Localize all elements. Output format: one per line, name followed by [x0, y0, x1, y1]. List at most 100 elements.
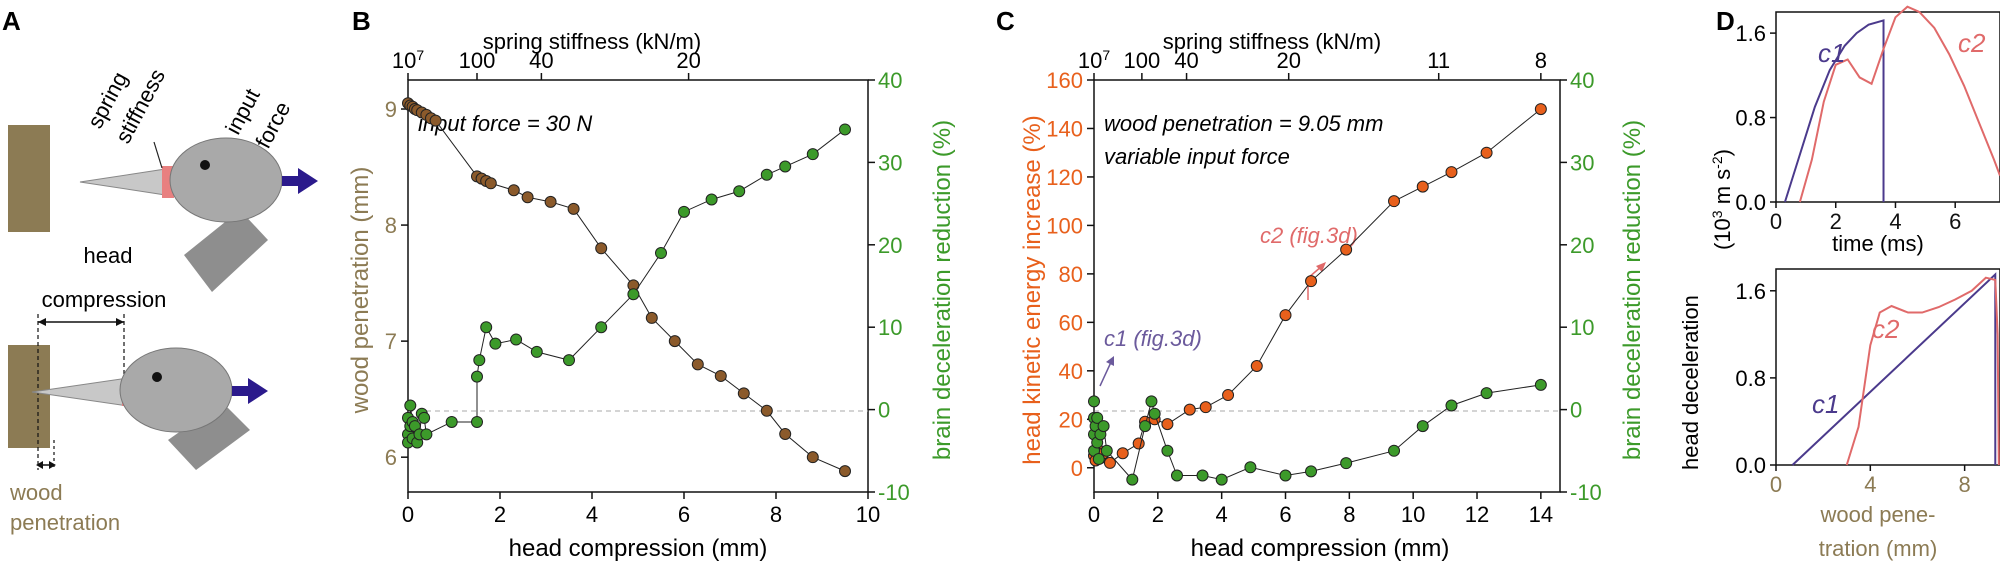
- panel-label-d: D: [1716, 6, 1735, 36]
- panel-c-top-tick-label: 11: [1427, 48, 1450, 73]
- panel-d-top-x-tick-label: 0: [1770, 209, 1782, 234]
- panel-c-y-right-tick-label: 10: [1570, 315, 1594, 340]
- panel-b-data-point: [429, 114, 442, 127]
- panel-d-top-y-tick-label: 0.8: [1735, 106, 1766, 131]
- panel-d-bottom-curve-c1: [1791, 272, 1997, 466]
- panel-d-top-y-tick-label: 0.0: [1735, 190, 1766, 215]
- panel-c-data-point: [1250, 359, 1263, 372]
- panel-b-data-point: [595, 321, 608, 334]
- panel-b-data-point: [806, 451, 819, 464]
- panel-c-y-left-tick-label: 140: [1046, 116, 1083, 141]
- panel-d-top-y-tick-label: 1.6: [1735, 21, 1766, 46]
- panel-c-data-point: [1170, 469, 1183, 482]
- panel-c-data-point: [1116, 447, 1129, 460]
- panel-c-data-point: [1279, 309, 1292, 322]
- panel-b-y-left-tick-label: 9: [385, 97, 397, 122]
- svg-text:head deceleration: head deceleration: [1678, 295, 1703, 470]
- panel-b-y-right-tick-label: -10: [878, 480, 910, 505]
- panel-b-x-tick-label: 8: [770, 502, 782, 527]
- plot-frame-b: [407, 79, 869, 493]
- panel-c-data-point: [1279, 469, 1292, 482]
- panel-b-data-point: [678, 205, 690, 218]
- panel-c-top-tick-label: 107: [1078, 47, 1110, 73]
- series-label-c2-top: c2: [1958, 28, 1986, 58]
- chart-panel-d: time (ms) wood pene- tration (mm) head d…: [1678, 5, 2000, 561]
- panel-b-data-point: [714, 369, 727, 382]
- panel-b-data-point: [489, 337, 502, 350]
- panel-b-top-tick-label: 20: [676, 48, 700, 73]
- panel-b-data-point: [510, 333, 523, 346]
- panel-c-data-point: [1340, 457, 1353, 470]
- panel-c-data-point: [1480, 146, 1493, 159]
- panel-c-y-left-tick-label: 40: [1059, 359, 1083, 384]
- plot-frame-d-bottom: [1775, 268, 2000, 466]
- panel-b-x-tick-label: 2: [494, 502, 506, 527]
- panel-c-y-right-tick-label: -10: [1570, 480, 1602, 505]
- y-axis-units-d-exp3: 3: [1709, 210, 1725, 218]
- panel-d-bottom-x-tick-label: 8: [1959, 472, 1971, 497]
- panel-b-data-point: [645, 311, 658, 324]
- c2-callout-label: c2 (fig.3d): [1260, 223, 1358, 248]
- panel-b-x-tick-label: 0: [402, 502, 414, 527]
- panel-b-data-point: [473, 354, 486, 367]
- panel-b-data-point: [530, 345, 543, 358]
- chart-panel-c: spring stiffness (kN/m) wood penetration…: [1019, 29, 1646, 562]
- panel-b-y-right-tick-label: 40: [878, 68, 902, 93]
- panel-c-data-point: [1416, 420, 1429, 433]
- panel-c-top-tick-label: 8: [1535, 48, 1547, 73]
- panel-c-data-point: [1416, 180, 1429, 193]
- panel-c-y-right-tick-label: 40: [1570, 68, 1594, 93]
- x-axis-label-d-top: time (ms): [1832, 231, 1924, 256]
- panel-b-data-point: [420, 428, 433, 441]
- panel-b-data-point: [471, 415, 483, 428]
- input-force-arrow-top: [282, 168, 318, 194]
- panel-c-y-left-tick-label: 160: [1046, 68, 1083, 93]
- panel-b-data-point: [779, 160, 792, 173]
- annotation-c-line2: variable input force: [1104, 144, 1290, 169]
- panel-d-top-curve-c1: [1784, 19, 1885, 203]
- chart-panel-b: spring stiffness (kN/m) input force = 30…: [347, 29, 956, 562]
- x-axis-label-c: head compression (mm): [1191, 535, 1450, 562]
- y-axis-label-d-text: head deceleration: [1678, 295, 1703, 470]
- panel-c-data-point: [1199, 401, 1212, 414]
- panel-d-top-curve-c2: [1798, 5, 2000, 203]
- panel-b-data-point: [655, 247, 667, 260]
- panel-c-x-tick-label: 10: [1401, 502, 1425, 527]
- panel-b-x-tick-label: 10: [856, 502, 880, 527]
- schematic-woodpecker-diagram: spring stiffness input force head compre…: [8, 65, 318, 535]
- panel-b-top-tick-label: 107: [392, 47, 424, 73]
- panel-b-series-line-0: [407, 102, 846, 472]
- panel-c-data-point: [1139, 420, 1152, 433]
- panel-b-top-tick-label: 100: [459, 48, 496, 73]
- y-axis-units-d: (103 m s-2): [1709, 149, 1735, 250]
- panel-c-series-line-1: [1093, 384, 1541, 481]
- panel-c-data-point: [1103, 456, 1116, 469]
- wood-penetration-label-line2: penetration: [10, 510, 120, 535]
- panel-b-y-left-tick-label: 6: [385, 445, 397, 470]
- x-axis-label-d-bottom-line1: wood pene-: [1820, 502, 1936, 527]
- panel-c-data-point: [1145, 395, 1158, 408]
- y-axis-units-d-open: (10: [1710, 218, 1735, 250]
- panel-c-data-point: [1222, 389, 1235, 402]
- panel-c-x-tick-label: 12: [1465, 502, 1489, 527]
- panel-b-data-point: [484, 177, 497, 190]
- panel-c-data-point: [1445, 399, 1458, 412]
- top-axis-label-c: spring stiffness (kN/m): [1163, 29, 1381, 54]
- panel-c-y-left-tick-label: 80: [1059, 262, 1083, 287]
- wood-label-line1: wood: [9, 480, 63, 505]
- panel-b-data-point: [567, 202, 580, 215]
- panel-c-y-left-tick-label: 0: [1071, 456, 1083, 481]
- panel-c-x-tick-label: 2: [1152, 502, 1164, 527]
- panel-b-data-point: [760, 404, 773, 417]
- panel-c-x-tick-label: 0: [1088, 502, 1100, 527]
- panel-d-top-x-tick-label: 4: [1889, 209, 1901, 234]
- panel-c-y-left-tick-label: 20: [1059, 407, 1083, 432]
- panel-c-data-point: [1215, 473, 1228, 486]
- panel-c-data-point: [1132, 437, 1145, 450]
- panel-label-a: A: [2, 6, 21, 36]
- panel-c-data-point: [1305, 465, 1318, 478]
- panel-c-y-left-tick-label: 60: [1059, 310, 1083, 335]
- panel-c-y-left-tick-label: 100: [1046, 213, 1083, 238]
- series-label-c1-top: c1: [1818, 38, 1845, 68]
- panel-c-data-point: [1161, 418, 1174, 431]
